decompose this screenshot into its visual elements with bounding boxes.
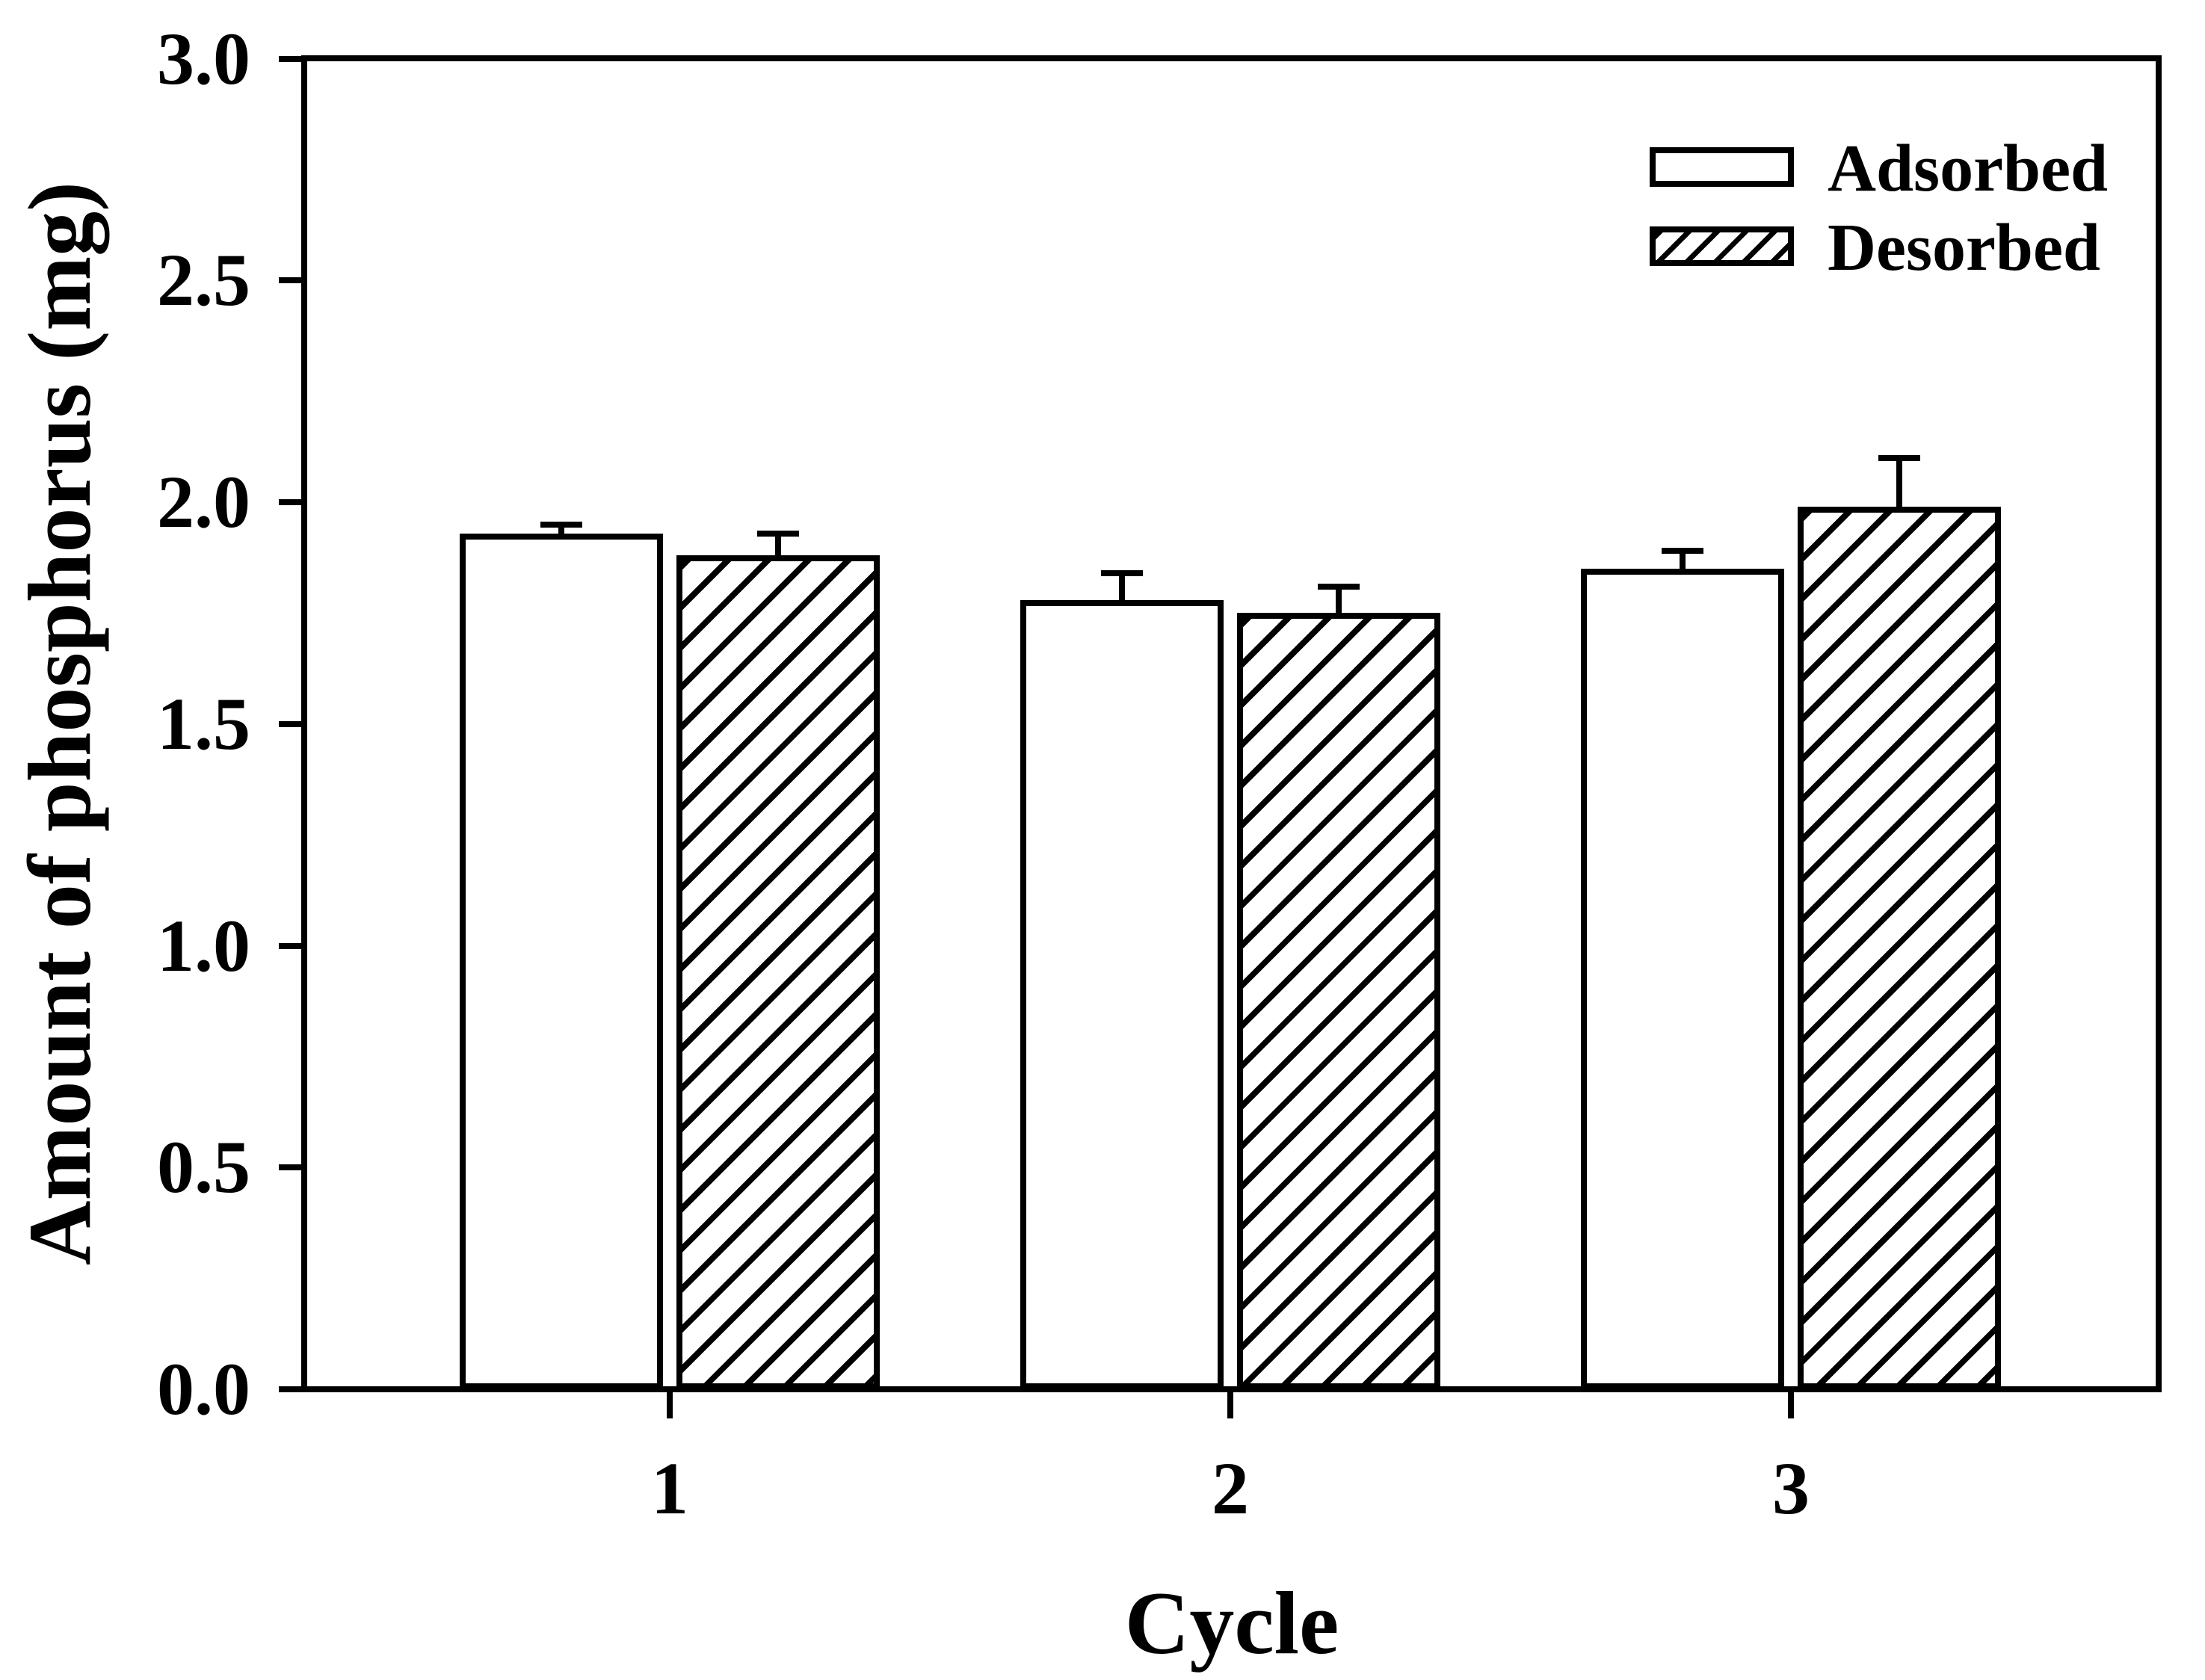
error-bar-stem <box>1119 572 1125 600</box>
error-bar-stem <box>775 533 781 556</box>
y-axis-tick <box>279 277 301 284</box>
error-bar-stem <box>1680 551 1686 569</box>
bar-desorbed-cycle-2 <box>1237 613 1440 1389</box>
bar-desorbed-cycle-3 <box>1798 506 2001 1389</box>
error-bar-cap <box>757 530 799 537</box>
y-axis-tick <box>279 942 301 949</box>
legend-swatch-adsorbed <box>1650 147 1794 187</box>
error-bar-cap <box>1662 548 1703 555</box>
error-bar-stem <box>1336 586 1342 614</box>
error-bar-cap <box>1878 454 1920 461</box>
legend-swatch-desorbed <box>1650 226 1794 266</box>
bar-adsorbed-cycle-2 <box>1020 599 1224 1389</box>
y-tick-label: 0.5 <box>157 1125 250 1209</box>
x-tick-label: 3 <box>1772 1447 1810 1530</box>
y-tick-label: 1.0 <box>157 904 250 987</box>
error-bar-cap <box>1101 569 1143 576</box>
bar-adsorbed-cycle-3 <box>1581 569 1784 1389</box>
x-axis-title: Cycle <box>1124 1573 1339 1673</box>
x-tick-label: 2 <box>1212 1447 1249 1530</box>
bar-desorbed-cycle-1 <box>676 555 880 1389</box>
legend-label-desorbed: Desorbed <box>1828 211 2100 285</box>
error-bar-cap <box>1318 583 1360 590</box>
y-axis-tick <box>279 720 301 727</box>
y-axis-tick <box>279 499 301 505</box>
error-bar-stem <box>558 524 564 534</box>
y-axis-tick <box>279 1164 301 1171</box>
y-tick-label: 3.0 <box>157 16 250 100</box>
y-tick-label: 2.0 <box>157 460 250 543</box>
y-axis-tick <box>279 55 301 62</box>
x-axis-tick <box>1788 1392 1794 1418</box>
y-tick-label: 0.0 <box>157 1347 250 1430</box>
x-axis-tick <box>1227 1392 1233 1418</box>
y-axis-tick <box>279 1386 301 1392</box>
y-tick-label: 2.5 <box>157 238 250 322</box>
legend-label-adsorbed: Adsorbed <box>1828 132 2109 206</box>
x-axis-tick <box>667 1392 673 1418</box>
y-axis-title: Amount of phosphorus (mg) <box>10 181 109 1266</box>
error-bar-stem <box>1896 457 1902 507</box>
x-tick-label: 1 <box>651 1447 688 1530</box>
y-tick-label: 1.5 <box>157 682 250 765</box>
error-bar-cap <box>540 521 582 528</box>
bar-adsorbed-cycle-1 <box>460 533 663 1389</box>
